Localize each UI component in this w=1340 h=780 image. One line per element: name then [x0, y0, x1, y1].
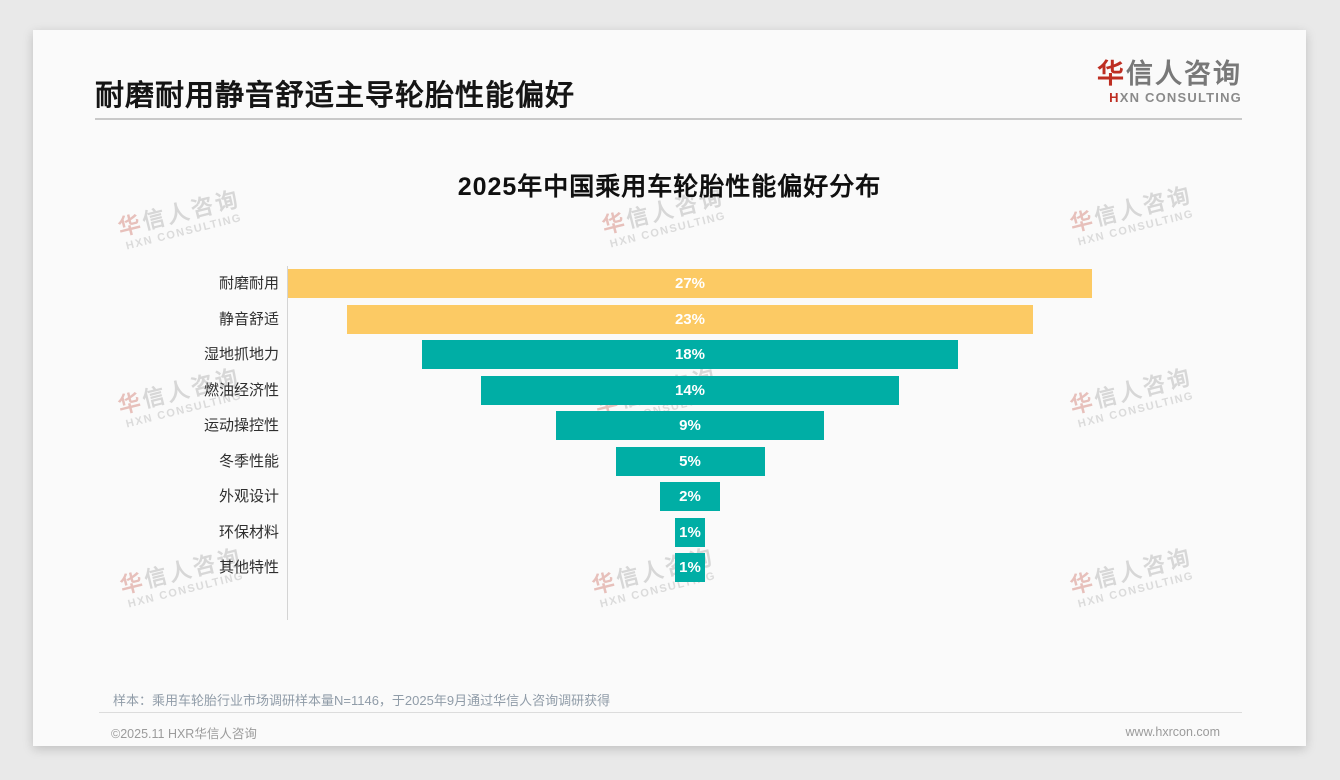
- header-divider: [95, 118, 1242, 120]
- bar-track: 23%: [287, 304, 1093, 334]
- logo-chinese-name: 华信人咨询: [1097, 58, 1242, 90]
- bar: 14%: [481, 375, 899, 405]
- logo-cn-text: 信人咨询: [1126, 59, 1242, 89]
- bar: 5%: [615, 446, 765, 476]
- sample-footnote: 样本：乘用车轮胎行业市场调研样本量N=1146，于2025年9月通过华信人咨询调…: [113, 693, 611, 708]
- website-url: www.hxrcon.com: [1125, 725, 1220, 739]
- slide-card: 耐磨耐用静音舒适主导轮胎性能偏好 华信人咨询 HXN CONSULTING 20…: [33, 30, 1306, 746]
- bar: 9%: [555, 411, 825, 440]
- bar: 23%: [347, 304, 1033, 334]
- category-label: 外观设计: [218, 488, 279, 505]
- funnel-chart: 华信人咨询 HXN CONSULTING 华信人咨询 HXN CONSULTING 华信…: [33, 30, 1306, 746]
- category-label: 静音舒适: [218, 310, 279, 328]
- category-label: 燃油经济性: [203, 381, 279, 399]
- bar: 1%: [675, 553, 705, 582]
- bar-track: 18%: [287, 340, 1093, 369]
- funnel-row: 环保材料 1%: [95, 517, 1095, 547]
- bar-track: 9%: [287, 411, 1093, 440]
- logo-en-text: XN CONSULTING: [1119, 90, 1242, 105]
- bar-track: 14%: [287, 375, 1093, 405]
- watermark-en-text: HXN CONSULTING: [124, 211, 244, 253]
- bar-track: 5%: [287, 446, 1093, 476]
- funnel-row: 燃油经济性 14%: [95, 375, 1095, 405]
- bar-value-label: 18%: [674, 346, 705, 363]
- chart-title: 2025年中国乘用车轮胎性能偏好分布: [457, 173, 882, 201]
- bar-value-label: 1%: [679, 559, 701, 576]
- axis-line: [287, 266, 288, 620]
- footer-divider: [99, 712, 1242, 713]
- bar-value-label: 5%: [679, 452, 701, 470]
- category-label: 环保材料: [218, 523, 279, 541]
- funnel-row: 耐磨耐用 27%: [95, 269, 1095, 298]
- bar: 18%: [421, 340, 959, 369]
- bar-value-label: 27%: [674, 275, 706, 292]
- funnel-row: 静音舒适 23%: [95, 304, 1095, 334]
- bar-track: 1%: [287, 553, 1093, 582]
- slide-footer: ©2025.11 HXR华信人咨询 www.hxrcon.com: [111, 721, 1220, 743]
- bar: 2%: [660, 482, 720, 511]
- page-title: 耐磨耐用静音舒适主导轮胎性能偏好: [95, 80, 576, 112]
- watermark-en-text: HXN CONSULTING: [608, 209, 728, 251]
- bar-track: 2%: [287, 482, 1093, 511]
- bar-value-label: 2%: [679, 488, 701, 505]
- bar-track: 1%: [287, 517, 1093, 547]
- logo-en-accent: H: [1109, 90, 1120, 105]
- funnel-row: 外观设计 2%: [95, 482, 1095, 511]
- watermark-en-text: HXN CONSULTING: [1076, 207, 1196, 249]
- category-label: 运动操控性: [203, 417, 279, 434]
- funnel-row: 运动操控性 9%: [95, 411, 1095, 440]
- bar: 27%: [287, 269, 1093, 298]
- funnel-row: 湿地抓地力 18%: [95, 340, 1095, 369]
- bar-value-label: 23%: [674, 310, 705, 328]
- funnel-row: 其他特性 1%: [95, 553, 1095, 582]
- bar-track: 27%: [287, 269, 1093, 298]
- category-label: 耐磨耐用: [218, 275, 279, 292]
- bar: 1%: [675, 517, 705, 547]
- category-label: 湿地抓地力: [203, 346, 279, 363]
- logo-cn-accent: 华: [1097, 59, 1126, 89]
- category-label: 冬季性能: [218, 452, 279, 470]
- copyright-text: ©2025.11 HXR华信人咨询: [111, 726, 257, 741]
- bar-value-label: 1%: [679, 523, 701, 541]
- logo-english-name: HXN CONSULTING: [1097, 90, 1242, 106]
- bar-value-label: 9%: [679, 417, 701, 434]
- funnel-row: 冬季性能 5%: [95, 446, 1095, 476]
- category-label: 其他特性: [218, 559, 279, 576]
- company-logo: 华信人咨询 HXN CONSULTING: [1097, 58, 1242, 106]
- bar-value-label: 14%: [674, 381, 706, 399]
